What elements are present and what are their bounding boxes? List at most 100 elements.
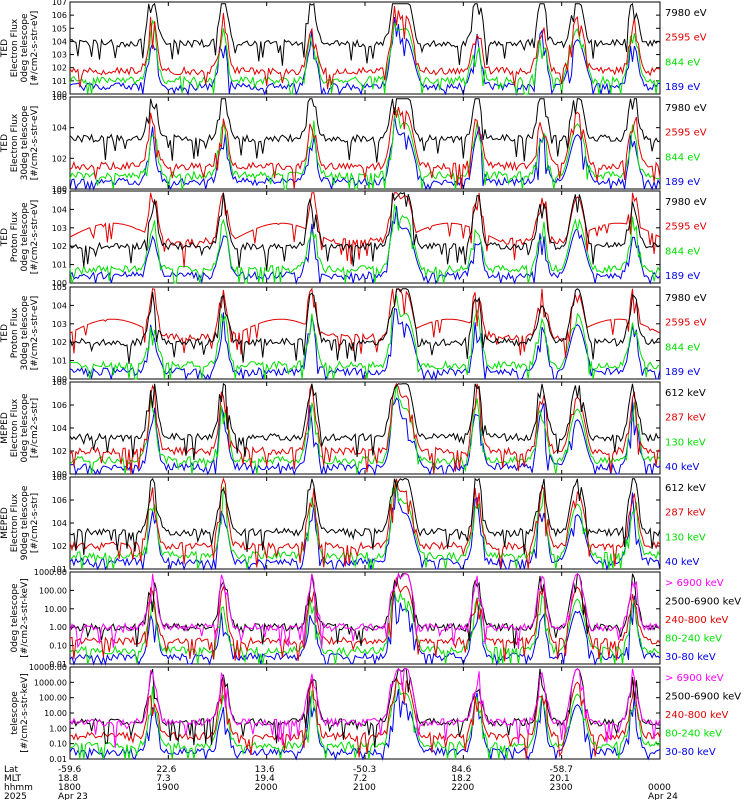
y-tick-label: 102 — [52, 154, 67, 163]
legend-entry: 844 eV — [665, 57, 700, 68]
y-axis-label-line: TED — [0, 134, 10, 153]
y-tick-label: 1.00 — [49, 623, 67, 632]
y-axis-label: MEPED Electron Flux 0deg telescope [#/cm2-s… — [0, 393, 40, 463]
footer-value: -59.6 — [58, 765, 82, 775]
footer-value: 2100 — [353, 783, 376, 793]
y-tick-label: 105 — [52, 24, 67, 33]
legend-entry: 7980 eV — [665, 103, 707, 114]
y-axis-label-line: TED — [0, 324, 10, 343]
y-tick-label: 103 — [52, 51, 67, 60]
series-line-black — [69, 98, 661, 163]
y-tick-label: 102 — [52, 242, 67, 251]
y-axis-label-line: 0deg telescope — [20, 202, 30, 272]
y-axis-label: telescope [#/cm2-s-str-keV] — [10, 673, 30, 752]
meped-proton-90deg-panel: 0.010.101.0010.00100.001000.0010000.00te… — [10, 663, 741, 764]
footer-value: Apr 23 — [58, 792, 88, 800]
y-tick-label: 103 — [52, 224, 67, 233]
y-axis-label-line: 90deg telescope — [20, 485, 30, 560]
y-tick-label: 1000.00 — [34, 568, 67, 577]
y-axis-label: TED Proton Flux 0deg telescope [#/cm2-s-str… — [0, 200, 40, 275]
y-tick-label: 106 — [52, 93, 67, 102]
series-line-black — [69, 192, 661, 271]
y-axis-label-line: 0deg telescope — [20, 393, 30, 463]
y-axis-label-line: [#/cm2-s-str-eV] — [30, 200, 40, 275]
y-axis-label: TED Proton Flux 30deg telescope [#/cm2-s-st… — [0, 295, 40, 370]
legend-entry: 189 eV — [665, 367, 700, 378]
legend-entry: 2595 eV — [665, 318, 707, 329]
legend-entry: 844 eV — [665, 152, 700, 163]
series-line-blue — [69, 689, 661, 761]
y-axis-label-line: [#/cm2-s-str-eV] — [30, 11, 40, 86]
footer-value: 1900 — [156, 783, 179, 793]
footer-row-label: 2025 — [4, 792, 27, 800]
legend-entry: 2595 eV — [665, 222, 707, 233]
series-line-red — [69, 477, 661, 570]
y-axis-label-line: [#/cm2-s-str] — [30, 398, 40, 458]
y-tick-label: 105 — [52, 283, 67, 292]
y-axis-label-line: Electron Flux — [10, 113, 20, 172]
y-tick-label: 106 — [52, 401, 67, 410]
y-tick-label: 100 — [52, 90, 67, 99]
legend-entry: 40 keV — [665, 462, 699, 473]
legend-entry: 7980 eV — [665, 8, 707, 19]
legend-entry: 189 eV — [665, 82, 700, 93]
series-line-green — [69, 204, 661, 284]
series-line-black — [69, 382, 661, 461]
footer-value: 13.6 — [255, 765, 275, 775]
y-axis-label: 0deg telescope [#/cm2-s-str-keV] — [10, 578, 30, 657]
legend-entry: > 6900 keV — [665, 578, 724, 589]
y-axis-label-line: [#/cm2-s-str-eV] — [30, 106, 40, 181]
plot-frame — [69, 476, 661, 570]
legend-entry: 30-80 keV — [665, 747, 716, 758]
y-axis-label-line: Electron Flux — [10, 493, 20, 552]
series-line-red — [69, 106, 661, 190]
y-tick-label: 103 — [52, 320, 67, 329]
meped-electron-90deg-panel: 101 102 104 106 108 MEPED Electron Flux 90deg t… — [0, 473, 706, 574]
legend-entry: 2500-6900 keV — [665, 597, 741, 608]
y-axis-label-line: 0deg telescope — [20, 13, 30, 83]
footer-value: 18.2 — [451, 774, 471, 784]
footer-value: 19.4 — [255, 774, 275, 784]
y-tick-label: 100 — [52, 470, 67, 479]
footer-value: -58.7 — [550, 765, 573, 775]
y-tick-label: 104 — [52, 124, 67, 133]
y-tick-label: 104 — [52, 519, 67, 528]
y-axis-label-line: TED — [0, 228, 10, 247]
y-axis-label-line: TED — [0, 39, 10, 58]
legend-entry: 189 eV — [665, 271, 700, 282]
y-tick-label: 10.00 — [44, 709, 67, 718]
legend-entry: 287 keV — [665, 413, 706, 424]
y-axis-label: TED Electron Flux 30deg telescope [#/cm2-s-… — [0, 105, 40, 180]
legend-entry: 2595 eV — [665, 33, 707, 44]
y-tick-label: 0.01 — [49, 755, 67, 764]
legend-entry: 189 eV — [665, 177, 700, 188]
y-tick-label: 101 — [52, 261, 67, 270]
y-tick-label: 100.00 — [39, 694, 67, 703]
y-axis-label-line: [#/cm2-s-str-keV] — [20, 673, 30, 752]
y-tick-label: 105 — [52, 187, 67, 196]
series-line-blue — [69, 206, 661, 285]
series-line-green — [69, 295, 661, 380]
y-axis-label: MEPED Electron Flux 90deg telescope [#/cm2-… — [0, 485, 40, 560]
series-line-red — [69, 6, 660, 90]
y-tick-label: 102 — [52, 542, 67, 551]
footer-value: 84.6 — [451, 765, 471, 775]
y-tick-label: 106 — [52, 11, 67, 20]
ted-electron-0deg-panel: 100 101 102 103 104 105 106 107 TED Electron Flux… — [0, 0, 707, 99]
y-tick-label: 104 — [52, 424, 67, 433]
legend-entry: 80-240 keV — [665, 729, 722, 740]
series-line-black — [69, 2, 661, 66]
footer-value: Apr 24 — [648, 792, 678, 800]
series-line-magenta — [69, 668, 661, 748]
legend-entry: 130 keV — [665, 437, 706, 448]
footer-value: 2200 — [451, 783, 474, 793]
y-tick-label: 10000.00 — [29, 663, 67, 672]
y-axis-label-line: telescope — [10, 691, 20, 735]
series-line-blue — [69, 397, 661, 476]
legend-entry: 80-240 keV — [665, 634, 722, 645]
legend-entry: 2595 eV — [665, 128, 707, 139]
meped-electron-0deg-panel: 100 102 104 106 108 MEPED Electron Flux 0deg te… — [0, 378, 706, 479]
legend-entry: 844 eV — [665, 246, 700, 257]
series-line-red — [69, 382, 661, 474]
footer-value: 20.1 — [550, 774, 570, 784]
